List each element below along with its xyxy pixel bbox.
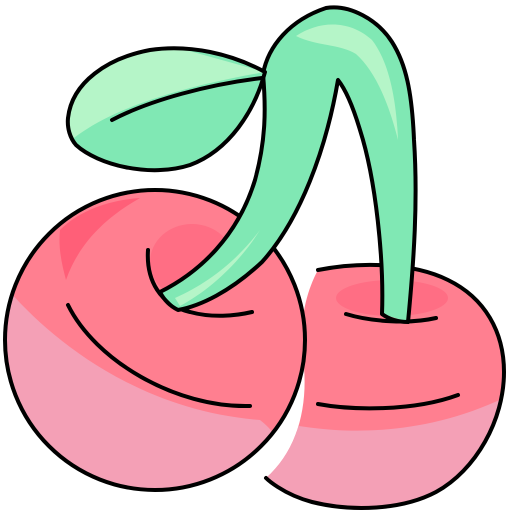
front-cherry-shade <box>5 280 300 490</box>
leaf-highlight <box>67 48 265 150</box>
front-stem-highlight <box>175 230 260 306</box>
back-cherry-outline <box>264 262 507 510</box>
back-cherry-dimple-line <box>344 312 438 324</box>
cherry-stems <box>158 5 418 324</box>
stems-outline <box>158 5 418 324</box>
front-cherry-curve-line <box>66 303 252 409</box>
leaf-outline <box>65 46 267 173</box>
back-cherry <box>264 262 507 510</box>
stems-highlight <box>296 24 398 140</box>
leaf-vein <box>110 76 264 122</box>
front-cherry-dimple-line <box>145 248 254 318</box>
front-cherry-outline <box>3 188 307 492</box>
cherry-leaf <box>65 46 267 173</box>
front-cherry-highlight <box>59 198 140 280</box>
back-cherry-curve-line <box>316 393 460 411</box>
